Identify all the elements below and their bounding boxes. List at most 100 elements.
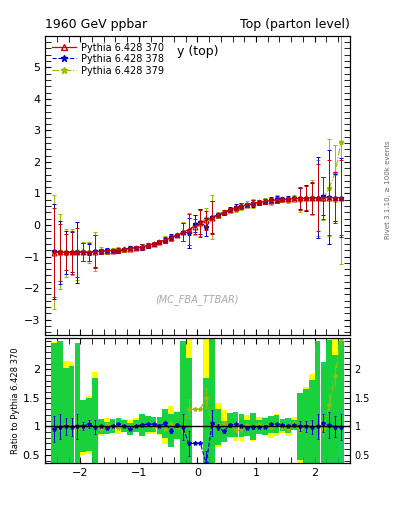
Bar [92,372,98,463]
Bar [110,419,116,433]
Bar [315,341,320,463]
Bar [98,421,104,436]
Bar [127,420,133,435]
Bar [303,389,309,463]
Bar [204,338,209,463]
Bar [315,340,320,463]
Bar [327,338,332,463]
Bar [297,394,303,463]
Bar [274,414,279,436]
Bar [156,417,162,435]
Bar [151,417,156,432]
Bar [174,412,180,439]
Bar [327,339,332,463]
Bar [174,412,180,440]
Bar [127,423,133,435]
Bar [133,419,139,432]
Text: y (top): y (top) [177,45,218,58]
Legend: Pythia 6.428 370, Pythia 6.428 378, Pythia 6.428 379: Pythia 6.428 370, Pythia 6.428 378, Pyth… [50,40,166,77]
Text: Top (parton level): Top (parton level) [240,18,350,31]
Bar [180,346,186,463]
Bar [57,343,63,463]
Bar [291,420,297,431]
Bar [239,414,244,437]
Bar [279,419,285,431]
Bar [98,419,104,434]
Bar [321,362,326,463]
Bar [332,355,338,463]
Bar [227,413,233,437]
Text: (MC_FBA_TTBAR): (MC_FBA_TTBAR) [156,294,239,305]
Bar [274,415,279,434]
Bar [279,421,285,434]
Bar [209,339,215,463]
Bar [297,393,303,460]
Bar [262,417,268,435]
Bar [209,338,215,463]
Text: 1960 GeV ppbar: 1960 GeV ppbar [45,18,147,31]
Bar [303,388,309,463]
Bar [338,342,344,463]
Bar [151,420,156,434]
Bar [256,420,262,434]
Bar [291,417,297,430]
Bar [75,344,80,463]
Bar [215,409,221,445]
Bar [186,338,191,463]
Bar [75,349,80,463]
Bar [268,416,274,433]
Bar [116,422,121,434]
Bar [262,418,268,435]
Bar [139,414,145,436]
Bar [332,338,338,461]
Bar [227,414,233,438]
Bar [285,418,291,433]
Bar [309,374,314,463]
Bar [145,416,151,434]
Bar [221,410,227,435]
Bar [63,369,68,463]
Bar [168,414,174,446]
Bar [139,415,145,435]
Bar [180,342,186,463]
Bar [321,367,326,463]
Bar [86,398,92,451]
Bar [57,341,63,463]
Bar [110,420,116,433]
Bar [116,418,121,429]
Bar [63,361,68,463]
Bar [81,399,86,452]
Bar [338,338,344,423]
Bar [156,417,162,434]
Bar [233,419,239,441]
Bar [250,413,256,440]
Bar [256,417,262,432]
Bar [51,343,57,463]
Bar [104,422,110,434]
Bar [121,420,127,432]
Bar [162,409,168,438]
Bar [309,380,314,463]
Bar [81,400,86,455]
Bar [162,413,168,444]
Bar [239,417,244,441]
Bar [285,422,291,436]
Bar [86,396,92,454]
Bar [215,403,221,447]
Bar [244,415,250,435]
Bar [268,417,274,438]
Bar [145,416,151,432]
Bar [204,378,209,463]
Bar [121,419,127,432]
Text: Rivet 3.1.10, ≥ 100k events: Rivet 3.1.10, ≥ 100k events [385,140,391,239]
Bar [186,358,191,463]
Bar [244,420,250,436]
Bar [69,366,74,463]
Bar [92,378,98,463]
Y-axis label: Ratio to Pythia 6.428 370: Ratio to Pythia 6.428 370 [11,347,20,454]
Bar [104,418,110,431]
Bar [221,420,227,442]
Bar [51,342,57,463]
Bar [250,413,256,440]
Bar [133,418,139,431]
